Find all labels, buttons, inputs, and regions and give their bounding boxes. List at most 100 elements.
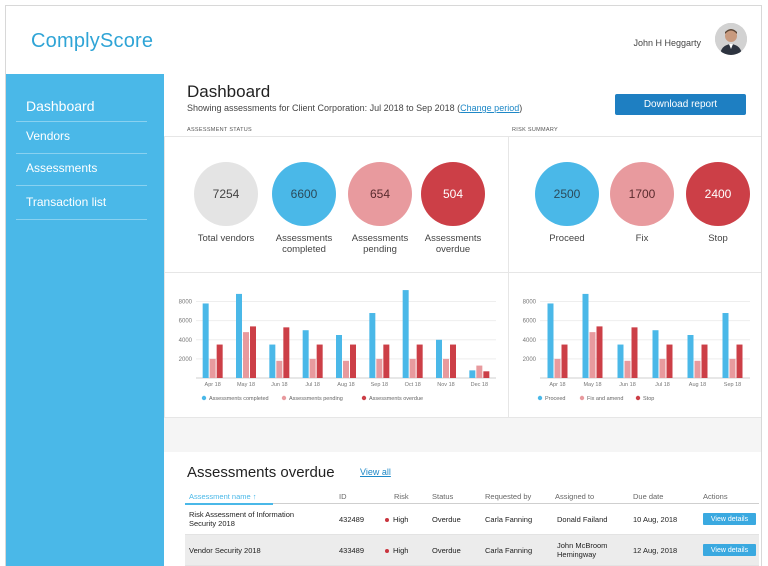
- x-tick-label: Dec 18: [471, 382, 488, 388]
- x-tick-label: May 18: [583, 382, 601, 388]
- main-content: Dashboard Showing assessments for Client…: [164, 74, 761, 566]
- legend-label: Assessments overdue: [369, 396, 423, 402]
- cell-due-date: 12 Aug, 2018: [633, 546, 678, 555]
- bar: [202, 303, 209, 378]
- bar: [336, 335, 342, 378]
- bar: [617, 344, 624, 378]
- sidebar: Dashboard Vendors Assessments Transactio…: [6, 74, 164, 566]
- stat-proceed: 2500 Proceed: [532, 162, 602, 244]
- col-due-date[interactable]: Due date: [633, 492, 664, 501]
- cell-assigned-to: Donald Failand: [557, 515, 608, 524]
- x-tick-label: Sep 18: [724, 382, 741, 388]
- view-details-button[interactable]: View details: [703, 513, 756, 525]
- stat-circle: 654: [348, 162, 412, 226]
- x-tick-label: Apr 18: [205, 382, 221, 388]
- col-status[interactable]: Status: [432, 492, 454, 501]
- x-tick-label: Aug 18: [337, 382, 354, 388]
- subtitle-end: ): [519, 103, 523, 113]
- stat-circle: 6600: [272, 162, 336, 226]
- col-risk[interactable]: Risk: [394, 492, 409, 501]
- bar: [236, 293, 242, 378]
- sidebar-item-assessments[interactable]: Assessments: [16, 161, 147, 186]
- bar: [309, 358, 316, 378]
- subtitle-text: Showing assessments for Client Corporati…: [187, 103, 461, 113]
- stat-label: Assessments completed: [275, 233, 333, 255]
- table-header: Assessment name ↑ ID Risk Status Request…: [185, 490, 759, 505]
- y-tick-label: 2000: [179, 357, 193, 363]
- stat-stop: 2400 Stop: [683, 162, 753, 244]
- bar: [659, 358, 666, 378]
- legend-marker: [361, 395, 367, 401]
- assessment-status-label: ASSESSMENT STATUS: [187, 127, 253, 133]
- bar: [561, 344, 568, 378]
- x-tick-label: Jun 18: [619, 382, 636, 388]
- view-details-button[interactable]: View details: [703, 544, 756, 556]
- legend-label: Stop: [643, 396, 654, 402]
- sidebar-item-dashboard[interactable]: Dashboard: [16, 98, 147, 122]
- cell-requested-by: Carla Fanning: [485, 515, 533, 524]
- user-photo-icon: [715, 23, 747, 55]
- period-subtitle: Showing assessments for Client Corporati…: [187, 103, 522, 113]
- col-assessment-name[interactable]: Assessment name ↑: [189, 492, 257, 501]
- stat-label: Stop: [708, 233, 728, 244]
- bar: [554, 358, 561, 378]
- high-risk-dot-icon: [385, 518, 389, 523]
- sidebar-item-label: Vendors: [26, 129, 71, 143]
- cell-assessment-name[interactable]: Vendor Security 2018: [189, 546, 261, 555]
- bar: [687, 335, 694, 378]
- cell-id: 433489: [339, 546, 365, 555]
- bar: [383, 344, 390, 378]
- stat-assessments-pending: 654 Assessments pending: [345, 162, 415, 255]
- download-report-button[interactable]: Download report: [615, 94, 746, 115]
- x-tick-label: Jun 18: [271, 382, 288, 388]
- stat-circle: 1700: [610, 162, 674, 226]
- stat-fix: 1700 Fix: [607, 162, 677, 244]
- sidebar-item-label: Transaction list: [26, 195, 107, 209]
- bar: [350, 344, 356, 378]
- cell-assessment-name[interactable]: Risk Assessment of Information Security 2…: [189, 510, 295, 528]
- bar: [376, 358, 383, 378]
- y-tick-label: 8000: [179, 300, 193, 306]
- cell-risk: High: [385, 546, 408, 555]
- cell-requested-by: Carla Fanning: [485, 546, 533, 555]
- table-row: Risk Assessment of Information Security 2…: [185, 504, 759, 535]
- legend-label: Assessments completed: [209, 396, 269, 402]
- logo[interactable]: ComplyScore: [31, 30, 153, 53]
- bar: [722, 313, 729, 378]
- app-window: ComplyScore John H Heggarty Dashboard Ve…: [5, 5, 762, 566]
- stat-label: Fix: [635, 233, 649, 244]
- stat-label: Assessments pending: [351, 233, 409, 255]
- sidebar-item-vendors[interactable]: Vendors: [16, 129, 147, 154]
- legend-label: Proceed: [545, 396, 566, 402]
- cell-status: Overdue: [432, 515, 461, 524]
- user-name[interactable]: John H Heggarty: [633, 38, 701, 48]
- bar: [302, 330, 309, 378]
- page-title: Dashboard: [187, 82, 271, 101]
- bar: [596, 326, 603, 378]
- sidebar-item-transaction-list[interactable]: Transaction list: [16, 195, 147, 220]
- legend-label: Fix and amend: [587, 396, 623, 402]
- col-assigned-to[interactable]: Assigned to: [555, 492, 595, 501]
- col-id[interactable]: ID: [339, 492, 347, 501]
- bar: [436, 339, 442, 378]
- stat-circle: 2500: [535, 162, 599, 226]
- sort-indicator: [185, 503, 273, 505]
- stat-assessments-overdue: 504 Assessments overdue: [418, 162, 488, 255]
- y-tick-label: 4000: [523, 338, 537, 344]
- legend-label: Assessments pending: [289, 396, 343, 402]
- bar: [736, 344, 743, 378]
- bar: [243, 332, 249, 378]
- bar: [701, 344, 708, 378]
- col-requested-by[interactable]: Requested by: [485, 492, 532, 501]
- overdue-title: Assessments overdue: [187, 464, 335, 481]
- bar: [269, 344, 276, 378]
- bar: [409, 358, 416, 378]
- view-all-link[interactable]: View all: [360, 467, 391, 477]
- avatar[interactable]: [715, 23, 747, 55]
- change-period-link[interactable]: Change period: [460, 103, 520, 113]
- legend-marker: [579, 395, 585, 401]
- bar: [316, 344, 323, 378]
- y-tick-label: 2000: [523, 357, 537, 363]
- top-bar: ComplyScore John H Heggarty: [6, 6, 761, 74]
- x-tick-label: Oct 18: [405, 382, 421, 388]
